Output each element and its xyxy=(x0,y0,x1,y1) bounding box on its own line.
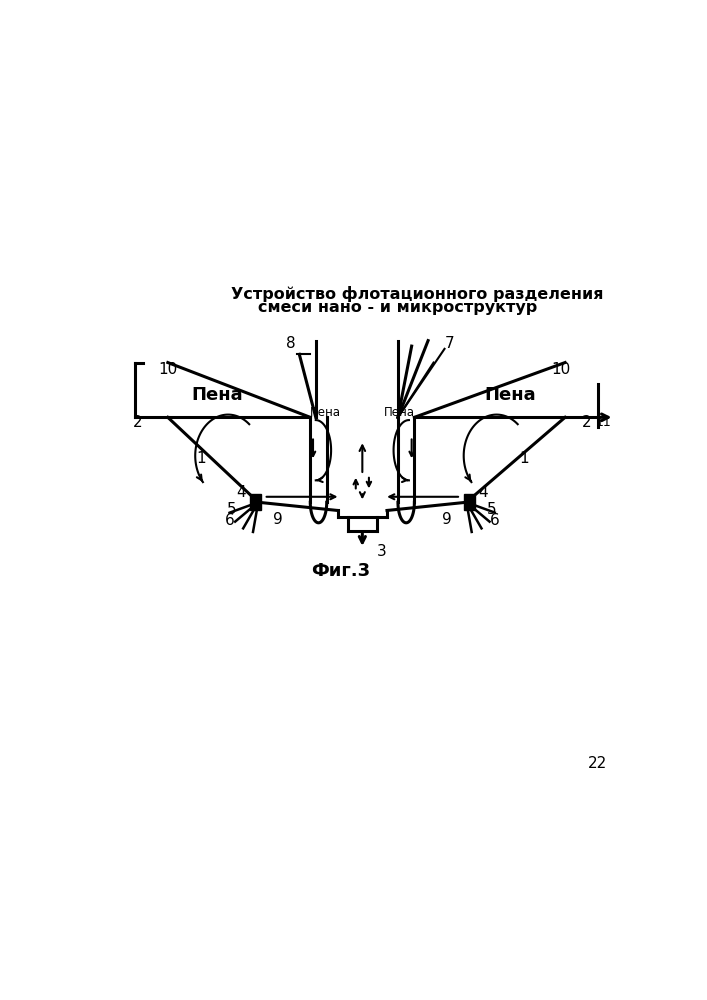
Text: 1: 1 xyxy=(519,451,529,466)
Text: Пена: Пена xyxy=(484,386,536,404)
Text: 10: 10 xyxy=(551,362,571,377)
Text: 6: 6 xyxy=(225,513,235,528)
Text: 7: 7 xyxy=(445,336,455,351)
Text: 2: 2 xyxy=(582,415,592,430)
Text: 10: 10 xyxy=(158,362,177,377)
Text: 22: 22 xyxy=(588,756,607,771)
Text: 11: 11 xyxy=(595,416,612,429)
Polygon shape xyxy=(250,494,261,510)
Text: Фиг.3: Фиг.3 xyxy=(311,562,370,580)
Text: 9: 9 xyxy=(443,512,452,527)
Text: Пена: Пена xyxy=(384,406,415,419)
Text: 2: 2 xyxy=(133,415,143,430)
Text: 4: 4 xyxy=(478,485,488,500)
Text: 5: 5 xyxy=(227,502,237,517)
Text: 8: 8 xyxy=(286,336,296,351)
Text: смеси нано - и микроструктур: смеси нано - и микроструктур xyxy=(258,300,537,315)
Text: 6: 6 xyxy=(490,513,500,528)
Text: Устройство флотационного разделения: Устройство флотационного разделения xyxy=(231,286,603,302)
Text: Пена: Пена xyxy=(192,386,243,404)
Text: 4: 4 xyxy=(236,485,245,500)
Text: 1: 1 xyxy=(196,451,206,466)
Text: 5: 5 xyxy=(487,502,496,517)
Text: 3: 3 xyxy=(377,544,387,559)
Text: Пена: Пена xyxy=(310,406,341,419)
Text: 9: 9 xyxy=(272,512,282,527)
Polygon shape xyxy=(464,494,474,510)
